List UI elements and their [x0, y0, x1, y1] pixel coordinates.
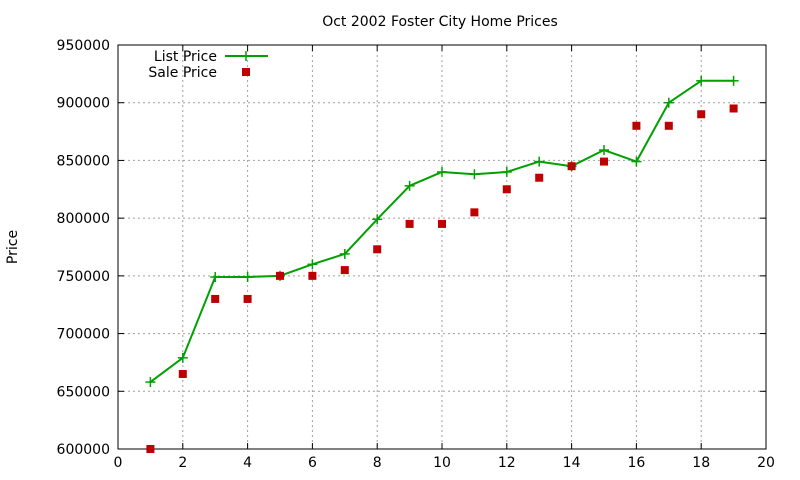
list-price-point: [145, 377, 156, 388]
y-tick-label: 650000: [57, 384, 110, 400]
list-price-point: [177, 352, 188, 363]
y-tick-label: 900000: [57, 96, 110, 112]
y-tick-label: 850000: [57, 153, 110, 169]
list-price-point: [663, 97, 674, 108]
list-price-point: [501, 166, 512, 177]
legend-marker: [241, 51, 251, 61]
y-tick-label: 700000: [57, 327, 110, 343]
x-tick-label: 0: [114, 455, 123, 471]
y-tick-label: 950000: [57, 38, 110, 54]
sale-price-point: [664, 121, 673, 130]
list-price-point: [469, 169, 480, 180]
sale-price-point: [600, 157, 608, 166]
list-price-point: [599, 145, 609, 156]
list-price-point: [404, 180, 415, 191]
x-tick-label: 4: [243, 455, 252, 471]
sale-price-point: [470, 208, 479, 217]
series: [145, 75, 739, 453]
sale-price-point: [729, 104, 738, 113]
x-tick-label: 16: [627, 455, 645, 471]
list-price-point: [631, 156, 642, 167]
x-tick-label: 12: [498, 455, 516, 471]
list-price-point: [728, 75, 739, 86]
y-tick-label: 800000: [57, 211, 110, 227]
legend-label: List Price: [154, 49, 217, 65]
x-tick-label: 10: [433, 455, 451, 471]
list-price-point: [339, 248, 350, 259]
list-price-point: [210, 272, 221, 283]
x-tick-label: 8: [373, 455, 382, 471]
x-tick-label: 18: [692, 455, 710, 471]
y-axis-label: Price: [5, 230, 21, 264]
chart-title: Oct 2002 Foster City Home Prices: [322, 14, 558, 30]
sale-price-point: [373, 245, 382, 254]
y-tick-label: 750000: [57, 269, 110, 285]
sale-price-point: [405, 219, 414, 228]
sale-price-point: [243, 294, 252, 303]
y-tick-label: 600000: [57, 442, 110, 458]
axis-ticks: 0 2 4 6 8 10 12 14 16 18 20 600000 650000 700000 75000…: [57, 38, 775, 471]
sale-price-point: [211, 294, 220, 303]
sale-price-point: [178, 369, 187, 378]
sale-price-point: [308, 271, 317, 280]
legend-marker: [242, 68, 250, 76]
sale-price-point: [535, 173, 544, 182]
sale-price-point: [632, 121, 641, 130]
list-price-point: [372, 214, 383, 225]
legend-label: Sale Price: [148, 65, 217, 81]
list-price-point: [534, 156, 545, 167]
list-price-point: [307, 259, 318, 270]
x-tick-label: 20: [757, 455, 775, 471]
x-tick-label: 2: [178, 455, 187, 471]
list-price-point: [242, 272, 253, 283]
sale-price-point: [340, 266, 349, 275]
sale-price-point: [276, 271, 284, 280]
x-tick-label: 14: [563, 455, 581, 471]
sale-price-point: [697, 110, 706, 119]
sale-price-point: [438, 219, 446, 228]
sale-price-point: [567, 162, 576, 171]
sale-price-point: [146, 445, 155, 453]
list-price-point: [437, 166, 447, 177]
list-price-point: [696, 75, 707, 86]
x-tick-label: 6: [308, 455, 317, 471]
sale-price-point: [502, 185, 511, 194]
